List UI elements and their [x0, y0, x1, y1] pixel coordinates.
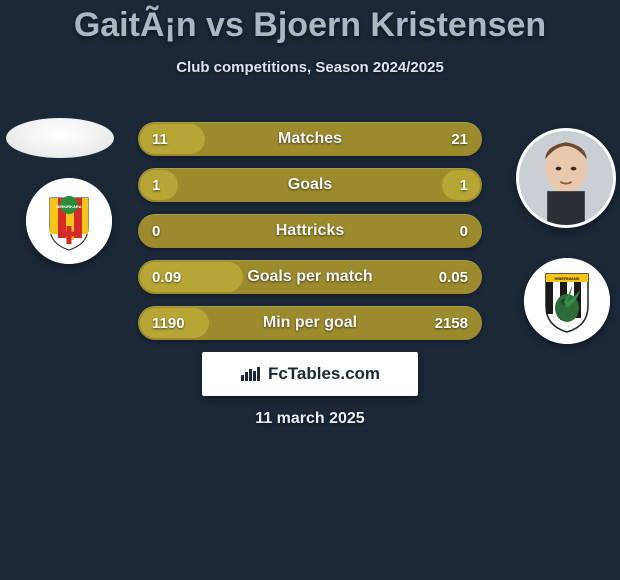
- stat-label: Goals: [288, 176, 332, 194]
- stat-value-right: 2158: [435, 315, 468, 332]
- subtitle: Club competitions, Season 2024/2025: [0, 59, 620, 76]
- player-right-avatar: [516, 128, 616, 228]
- player-right-portrait-icon: [519, 131, 613, 225]
- stat-row-goals: 1 Goals 1: [138, 168, 482, 202]
- stat-value-left: 1: [152, 177, 160, 194]
- stat-row-goals-per-match: 0.09 Goals per match 0.05: [138, 260, 482, 294]
- stat-value-left: 1190: [152, 315, 185, 332]
- footer-branding: FcTables.com: [202, 352, 418, 396]
- stat-value-right: 0.05: [439, 269, 468, 286]
- stat-row-matches: 11 Matches 21: [138, 122, 482, 156]
- page-title: GaitÃ¡n vs Bjoern Kristensen: [0, 0, 620, 45]
- date-text: 11 march 2025: [0, 410, 620, 428]
- svg-text:HIBERNIANS: HIBERNIANS: [555, 276, 580, 281]
- stat-value-right: 0: [460, 223, 468, 240]
- player-left-avatar: [6, 118, 114, 158]
- bar-chart-icon: [240, 365, 262, 383]
- stat-label: Goals per match: [247, 268, 372, 286]
- brand-text: FcTables.com: [268, 364, 380, 384]
- stat-row-min-per-goal: 1190 Min per goal 2158: [138, 306, 482, 340]
- stat-row-hattricks: 0 Hattricks 0: [138, 214, 482, 248]
- stat-value-right: 1: [460, 177, 468, 194]
- stat-label: Min per goal: [263, 314, 357, 332]
- svg-text:BIRKIRKARA: BIRKIRKARA: [56, 204, 81, 209]
- stat-value-left: 11: [152, 131, 168, 148]
- stat-value-left: 0: [152, 223, 160, 240]
- stat-label: Hattricks: [276, 222, 344, 240]
- stat-label: Matches: [278, 130, 342, 148]
- club-left-crest-icon: BIRKIRKARA: [26, 178, 112, 264]
- club-right-crest-icon: HIBERNIANS: [524, 258, 610, 344]
- stats-container: 11 Matches 21 1 Goals 1 0 Hattricks 0 0.…: [138, 122, 482, 352]
- stat-highlight-left: [140, 124, 205, 154]
- stat-value-left: 0.09: [152, 269, 181, 286]
- stat-value-right: 21: [451, 131, 468, 148]
- club-left-badge: BIRKIRKARA: [26, 178, 112, 264]
- club-right-badge: HIBERNIANS: [524, 258, 610, 344]
